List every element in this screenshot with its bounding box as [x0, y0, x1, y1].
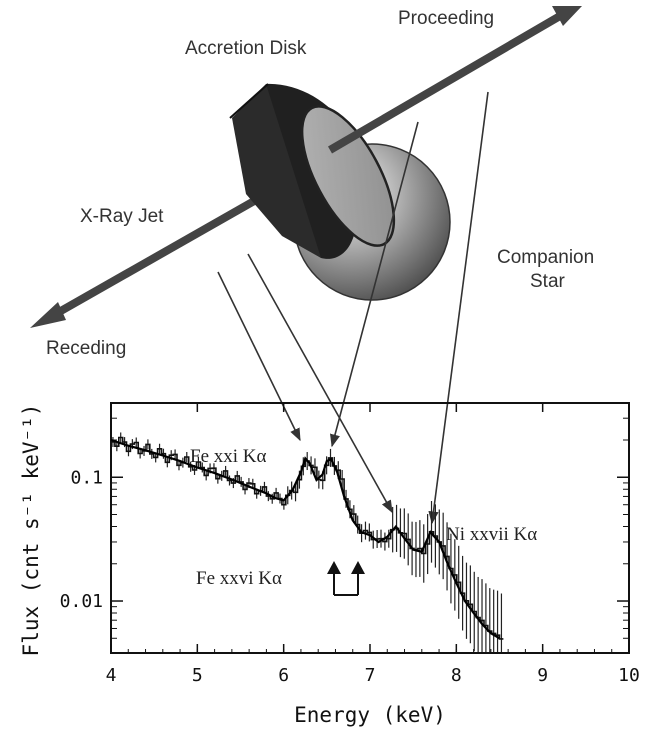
- ni-xxvii-annotation: Ni xxvii Kα: [446, 524, 537, 545]
- plot-frame: [110, 402, 630, 654]
- connector-arrow-receding-fexxi: [217, 271, 301, 442]
- accretion-disk: [229, 83, 396, 259]
- x-tick-label: 10: [618, 665, 640, 686]
- proceeding-jet-shaft: [327, 12, 563, 154]
- y-axis-label: Flux (cnt s⁻¹ keV⁻¹): [19, 404, 43, 657]
- spectrum-series: [110, 432, 504, 652]
- x-tick-label: 5: [192, 665, 203, 686]
- connector-arrow-proceeding-fexxi: [330, 121, 419, 448]
- companion-star-label-line2: Star: [530, 271, 566, 292]
- x-tick-label: 9: [537, 665, 548, 686]
- receding-label: Receding: [46, 338, 126, 359]
- accretion-disk-label: Accretion Disk: [185, 38, 307, 59]
- x-axis-label: Energy (keV): [294, 703, 446, 727]
- connector-arrow-proceeding-ni: [428, 91, 489, 525]
- x-tick-label: 4: [106, 665, 117, 686]
- y-tick-label: 0.1: [70, 467, 103, 488]
- companion-star-label-line1: Companion: [497, 247, 594, 268]
- connector-arrow-receding-ni: [247, 253, 393, 514]
- spectrum-model-line: [110, 438, 501, 640]
- fe-xxi-annotation: Fe xxi Kα: [190, 446, 267, 467]
- proceeding-label: Proceeding: [398, 8, 494, 29]
- connector-arrows: [217, 91, 489, 525]
- proceeding-arrowhead: [552, 6, 582, 26]
- fe-xxvi-markers: [327, 561, 365, 596]
- x-tick-label: 6: [278, 665, 289, 686]
- xray-jet-label: X-Ray Jet: [80, 206, 164, 227]
- x-tick-label: 7: [365, 665, 376, 686]
- y-tick-label: 0.01: [60, 591, 103, 612]
- receding-jet-shaft: [50, 188, 272, 320]
- fe-xxvi-annotation: Fe xxvi Kα: [196, 568, 282, 589]
- x-ticks: 4 5 6 7 8 9 10: [106, 403, 640, 686]
- receding-arrowhead: [30, 302, 66, 328]
- y-ticks: 0.1 0.01: [60, 417, 629, 639]
- xray-spectrum-chart: 4 5 6 7 8 9 10 0.1 0.01 Fe xxi Kα Ni xxvii Kα F…: [19, 402, 640, 727]
- x-tick-label: 8: [451, 665, 462, 686]
